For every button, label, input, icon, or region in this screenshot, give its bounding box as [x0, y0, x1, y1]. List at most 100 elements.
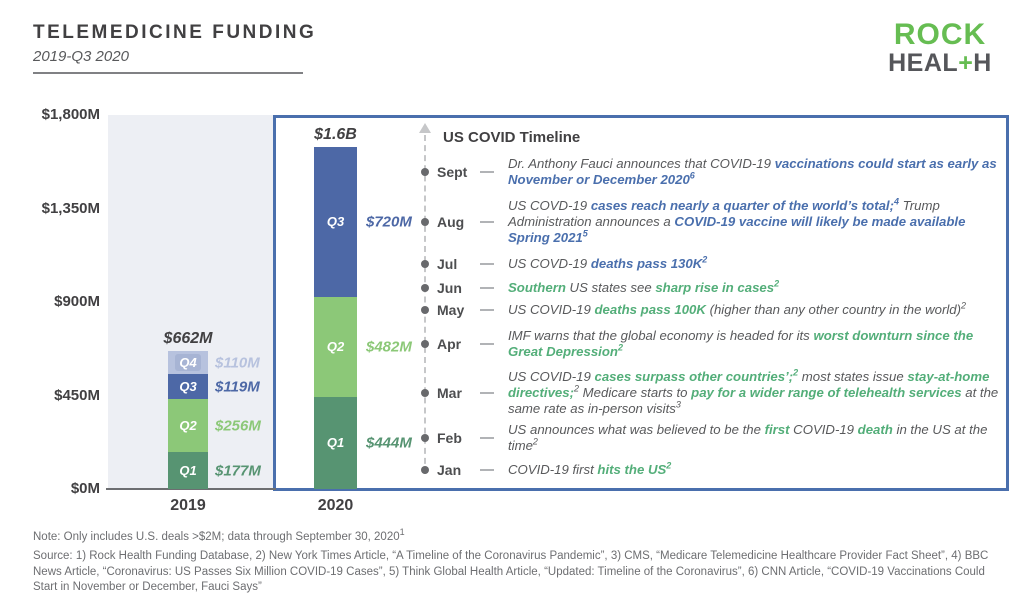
timeline-event-text: US COVD-19 cases reach nearly a quarter …	[508, 196, 1003, 246]
page-title: TELEMEDICINE FUNDING	[33, 22, 317, 43]
text-segment: COVID-19 vaccine will likely be made ava…	[508, 214, 966, 245]
text-segment: 1	[399, 527, 405, 538]
timeline-event-row: Apr IMF warns that the global economy is …	[437, 328, 1003, 360]
timeline-event-row: Jul US COVD-19 deaths pass 130K2	[437, 254, 1003, 272]
covid-timeline-box	[273, 115, 1009, 491]
text-segment: US states see	[565, 280, 656, 295]
bar-segment-chip: Q3	[179, 379, 197, 395]
text-segment: Trump Administration announces a	[508, 198, 940, 229]
timeline-month-label: Aug	[437, 214, 465, 230]
timeline-month-label: May	[437, 302, 465, 318]
text-segment: in the US at the time	[508, 422, 988, 453]
y-tick-label: $450M	[54, 386, 100, 404]
y-tick-label: $900M	[54, 293, 100, 310]
text-segment: COVID-19 first	[508, 462, 598, 477]
y-tick-label: $1,350M	[41, 199, 100, 217]
bar-segment-chip: Q1	[179, 463, 197, 479]
timeline-event-row: Feb US announces what was believed to be …	[437, 422, 1003, 454]
logo-h-text: H	[973, 49, 992, 77]
logo-heal-text: HEAL	[888, 49, 959, 77]
bar-segment-q4-2019: Q4	[168, 351, 208, 375]
timeline-tick-dash	[480, 221, 494, 223]
y-tick-label: $0M	[70, 480, 100, 497]
timeline-month-label: Mar	[437, 385, 462, 401]
bar-segment-q2-2019: Q2	[168, 399, 208, 453]
text-segment: cases surpass other countries’;	[594, 369, 794, 384]
timeline-title: US COVID Timeline	[443, 129, 581, 146]
timeline-dashed-line	[424, 135, 426, 474]
timeline-event-text: Dr. Anthony Fauci announces that COVID-1…	[508, 156, 1003, 188]
source-note: Source: 1) Rock Health Funding Database,…	[33, 550, 989, 593]
text-segment: deaths pass 100K	[594, 302, 706, 317]
timeline-event-text: US announces what was believed to be the…	[508, 422, 1003, 454]
text-segment: 2	[702, 254, 708, 265]
timeline-tick-dash	[480, 343, 494, 345]
title-underline	[33, 72, 303, 74]
x-category-label: 2019	[170, 497, 206, 514]
text-segment: 4	[894, 196, 900, 207]
timeline-month-label: Jul	[437, 256, 458, 272]
timeline-dot-icon	[421, 340, 429, 348]
text-segment: 2	[961, 300, 967, 311]
timeline-dot-icon	[421, 434, 429, 442]
timeline-tick-dash	[480, 392, 494, 394]
bar-segment-q3-2020: Q3	[314, 146, 357, 297]
bar-segment-q1-2019: Q1	[168, 452, 208, 489]
text-segment: 2	[793, 367, 799, 378]
timeline-tick-dash	[480, 263, 494, 265]
text-segment: 2	[617, 342, 623, 353]
timeline-tick-dash	[480, 171, 494, 173]
timeline-event-text: Southern US states see sharp rise in cas…	[508, 279, 1003, 296]
text-segment: most states issue	[798, 369, 908, 384]
text-segment: Southern	[508, 280, 566, 295]
timeline-dot-icon	[421, 466, 429, 474]
timeline-event-row: Jan COVID-19 first hits the US2	[437, 460, 1003, 478]
bar-total-label: $662M	[163, 330, 213, 348]
text-segment: hits the US	[597, 462, 667, 477]
timeline-tick-dash	[480, 437, 494, 439]
bar-value-label: $482M	[366, 338, 412, 356]
timeline-month-label: Jan	[437, 462, 462, 478]
text-segment: IMF warns that the global economy is hea…	[508, 328, 814, 343]
timeline-tick-dash	[480, 469, 494, 471]
bar-segment-q2-2020: Q2	[314, 296, 357, 397]
timeline-event-row: Aug US COVD-19 cases reach nearly a quart…	[437, 196, 1003, 246]
timeline-month-label: Feb	[437, 430, 462, 446]
text-segment: cases reach nearly a quarter of the worl…	[590, 198, 894, 213]
text-segment: Note: Only includes U.S. deals >$2M; dat…	[33, 531, 400, 543]
text-segment: 2	[573, 383, 579, 394]
text-segment: 2	[666, 460, 672, 471]
footnote: Note: Only includes U.S. deals >$2M; dat…	[33, 528, 405, 543]
bar-value-label: $720M	[366, 213, 412, 231]
logo-health-text: HEAL+H	[884, 51, 996, 76]
logo-rock-text: ROCK	[893, 18, 987, 51]
text-segment: deaths pass 130K	[590, 256, 703, 271]
bar-segment-chip: Q4	[175, 354, 201, 372]
text-segment: first	[764, 422, 790, 437]
text-segment: COVID-19	[789, 422, 858, 437]
timeline-dot-icon	[421, 168, 429, 176]
bar-value-label: $444M	[366, 434, 412, 452]
bar-value-label: $119M	[215, 378, 260, 396]
text-segment: 3	[675, 399, 681, 410]
timeline-event-row: May US COVID-19 deaths pass 100K (higher …	[437, 300, 1003, 318]
timeline-event-row: Jun Southern US states see sharp rise in …	[437, 279, 1003, 296]
timeline-event-text: US COVD-19 deaths pass 130K2	[508, 254, 1003, 272]
x-axis-line	[106, 488, 276, 490]
timeline-tick-dash	[480, 309, 494, 311]
text-segment: death	[857, 422, 893, 437]
rock-health-logo: ROCK HEAL+H	[884, 20, 996, 76]
timeline-event-text: COVID-19 first hits the US2	[508, 460, 1003, 478]
text-segment: US COVD-19	[508, 256, 591, 271]
text-segment: (higher than any other country in the wo…	[705, 302, 962, 317]
timeline-month-label: Jun	[437, 280, 462, 296]
timeline-event-text: IMF warns that the global economy is hea…	[508, 328, 1003, 360]
timeline-tick-dash	[480, 287, 494, 289]
text-segment: pay for a wider range of telehealth serv…	[691, 385, 962, 400]
bar-total-label: $1.6B	[314, 125, 357, 143]
timeline-dot-icon	[421, 284, 429, 292]
timeline-month-label: Sept	[437, 164, 468, 180]
text-segment: 5	[582, 228, 588, 239]
text-segment: at the same rate as in-person visits	[508, 385, 999, 416]
